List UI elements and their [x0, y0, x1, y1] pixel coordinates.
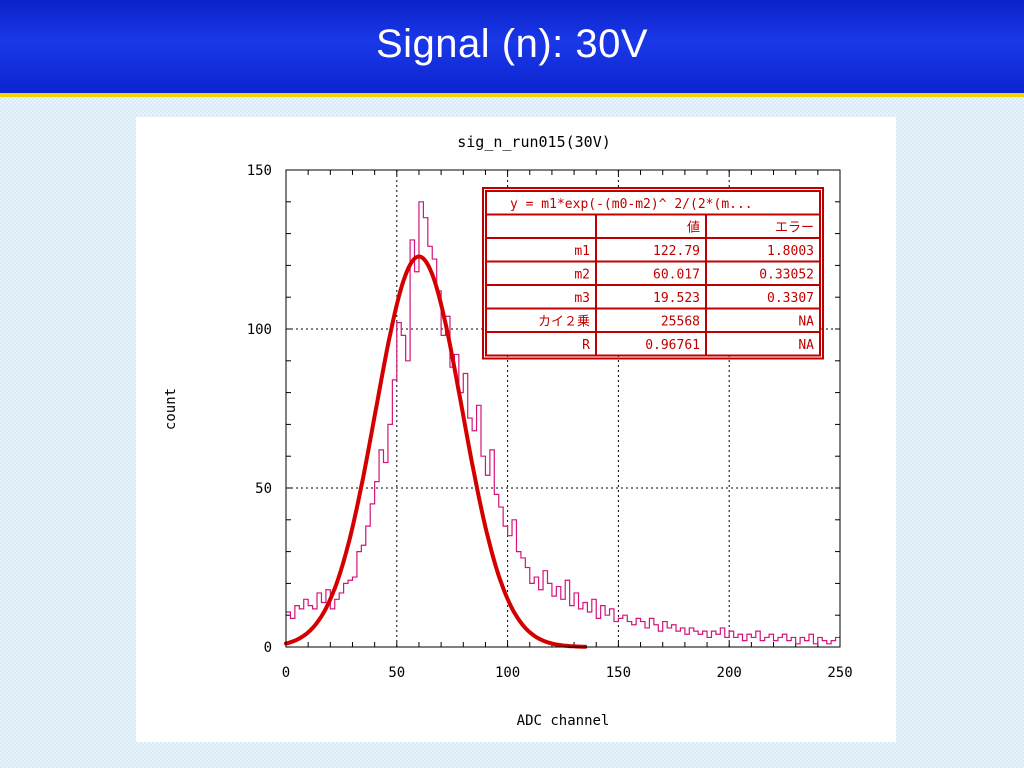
table-cell: 122.79	[653, 244, 700, 259]
chart-title: sig_n_run015(30V)	[457, 133, 611, 151]
x-tick-label: 50	[388, 665, 405, 681]
y-tick-labels: 0 50 100 150	[247, 163, 272, 656]
x-tick-label: 200	[717, 665, 742, 681]
histogram-line	[286, 201, 840, 645]
table-header-cell: エラー	[775, 221, 814, 236]
table-cell: 0.3307	[767, 291, 814, 306]
table-inner-border	[485, 190, 821, 357]
table-cell: 1.8003	[767, 244, 814, 259]
table-cell: 25568	[661, 315, 700, 330]
y-axis-label: count	[163, 388, 179, 430]
table-cell: m3	[574, 291, 590, 306]
table-cell: R	[582, 338, 590, 353]
fit-curve-series	[284, 254, 588, 649]
y-tick-label: 150	[247, 163, 272, 179]
plot-panel: sig_n_run015(30V) 0 50 100 150 200 250 0 50 100…	[136, 117, 896, 742]
table-cell: m1	[574, 244, 590, 259]
x-tick-labels: 0 50 100 150 200 250	[282, 665, 853, 681]
x-tick-label: 250	[827, 665, 852, 681]
x-tick-label: 100	[495, 665, 520, 681]
table-cell: m2	[574, 268, 590, 283]
table-cell: 0.33052	[759, 268, 814, 283]
chart-canvas: sig_n_run015(30V) 0 50 100 150 200 250 0 50 100…	[163, 133, 853, 729]
table-formula-title: y = m1*exp(-(m0-m2)^ 2/(2*(m...	[510, 197, 753, 212]
y-tick-label: 0	[264, 640, 272, 656]
table-cell: 0.96761	[645, 338, 700, 353]
table-cell: NA	[798, 338, 814, 353]
fit-curve	[284, 254, 588, 649]
histogram-series	[286, 201, 840, 645]
table-cell: カイ２乗	[538, 315, 590, 330]
x-axis-label: ADC channel	[517, 713, 610, 729]
x-tick-label: 150	[606, 665, 631, 681]
fit-results-table: y = m1*exp(-(m0-m2)^ 2/(2*(m... 値 エラー m1 122…	[482, 187, 824, 360]
slide-title: Signal (n): 30V	[375, 22, 649, 66]
table-header-cell: 値	[687, 220, 700, 236]
slide-header: Signal (n): 30V	[0, 0, 1024, 97]
x-tick-label: 0	[282, 665, 290, 681]
table-cell: 60.017	[653, 268, 700, 283]
y-tick-label: 100	[247, 322, 272, 338]
table-outer-border	[482, 187, 824, 360]
plot-frame	[285, 169, 841, 648]
table-cell: 19.523	[653, 291, 700, 306]
y-tick-label: 50	[255, 481, 272, 497]
table-cell: NA	[798, 315, 814, 330]
